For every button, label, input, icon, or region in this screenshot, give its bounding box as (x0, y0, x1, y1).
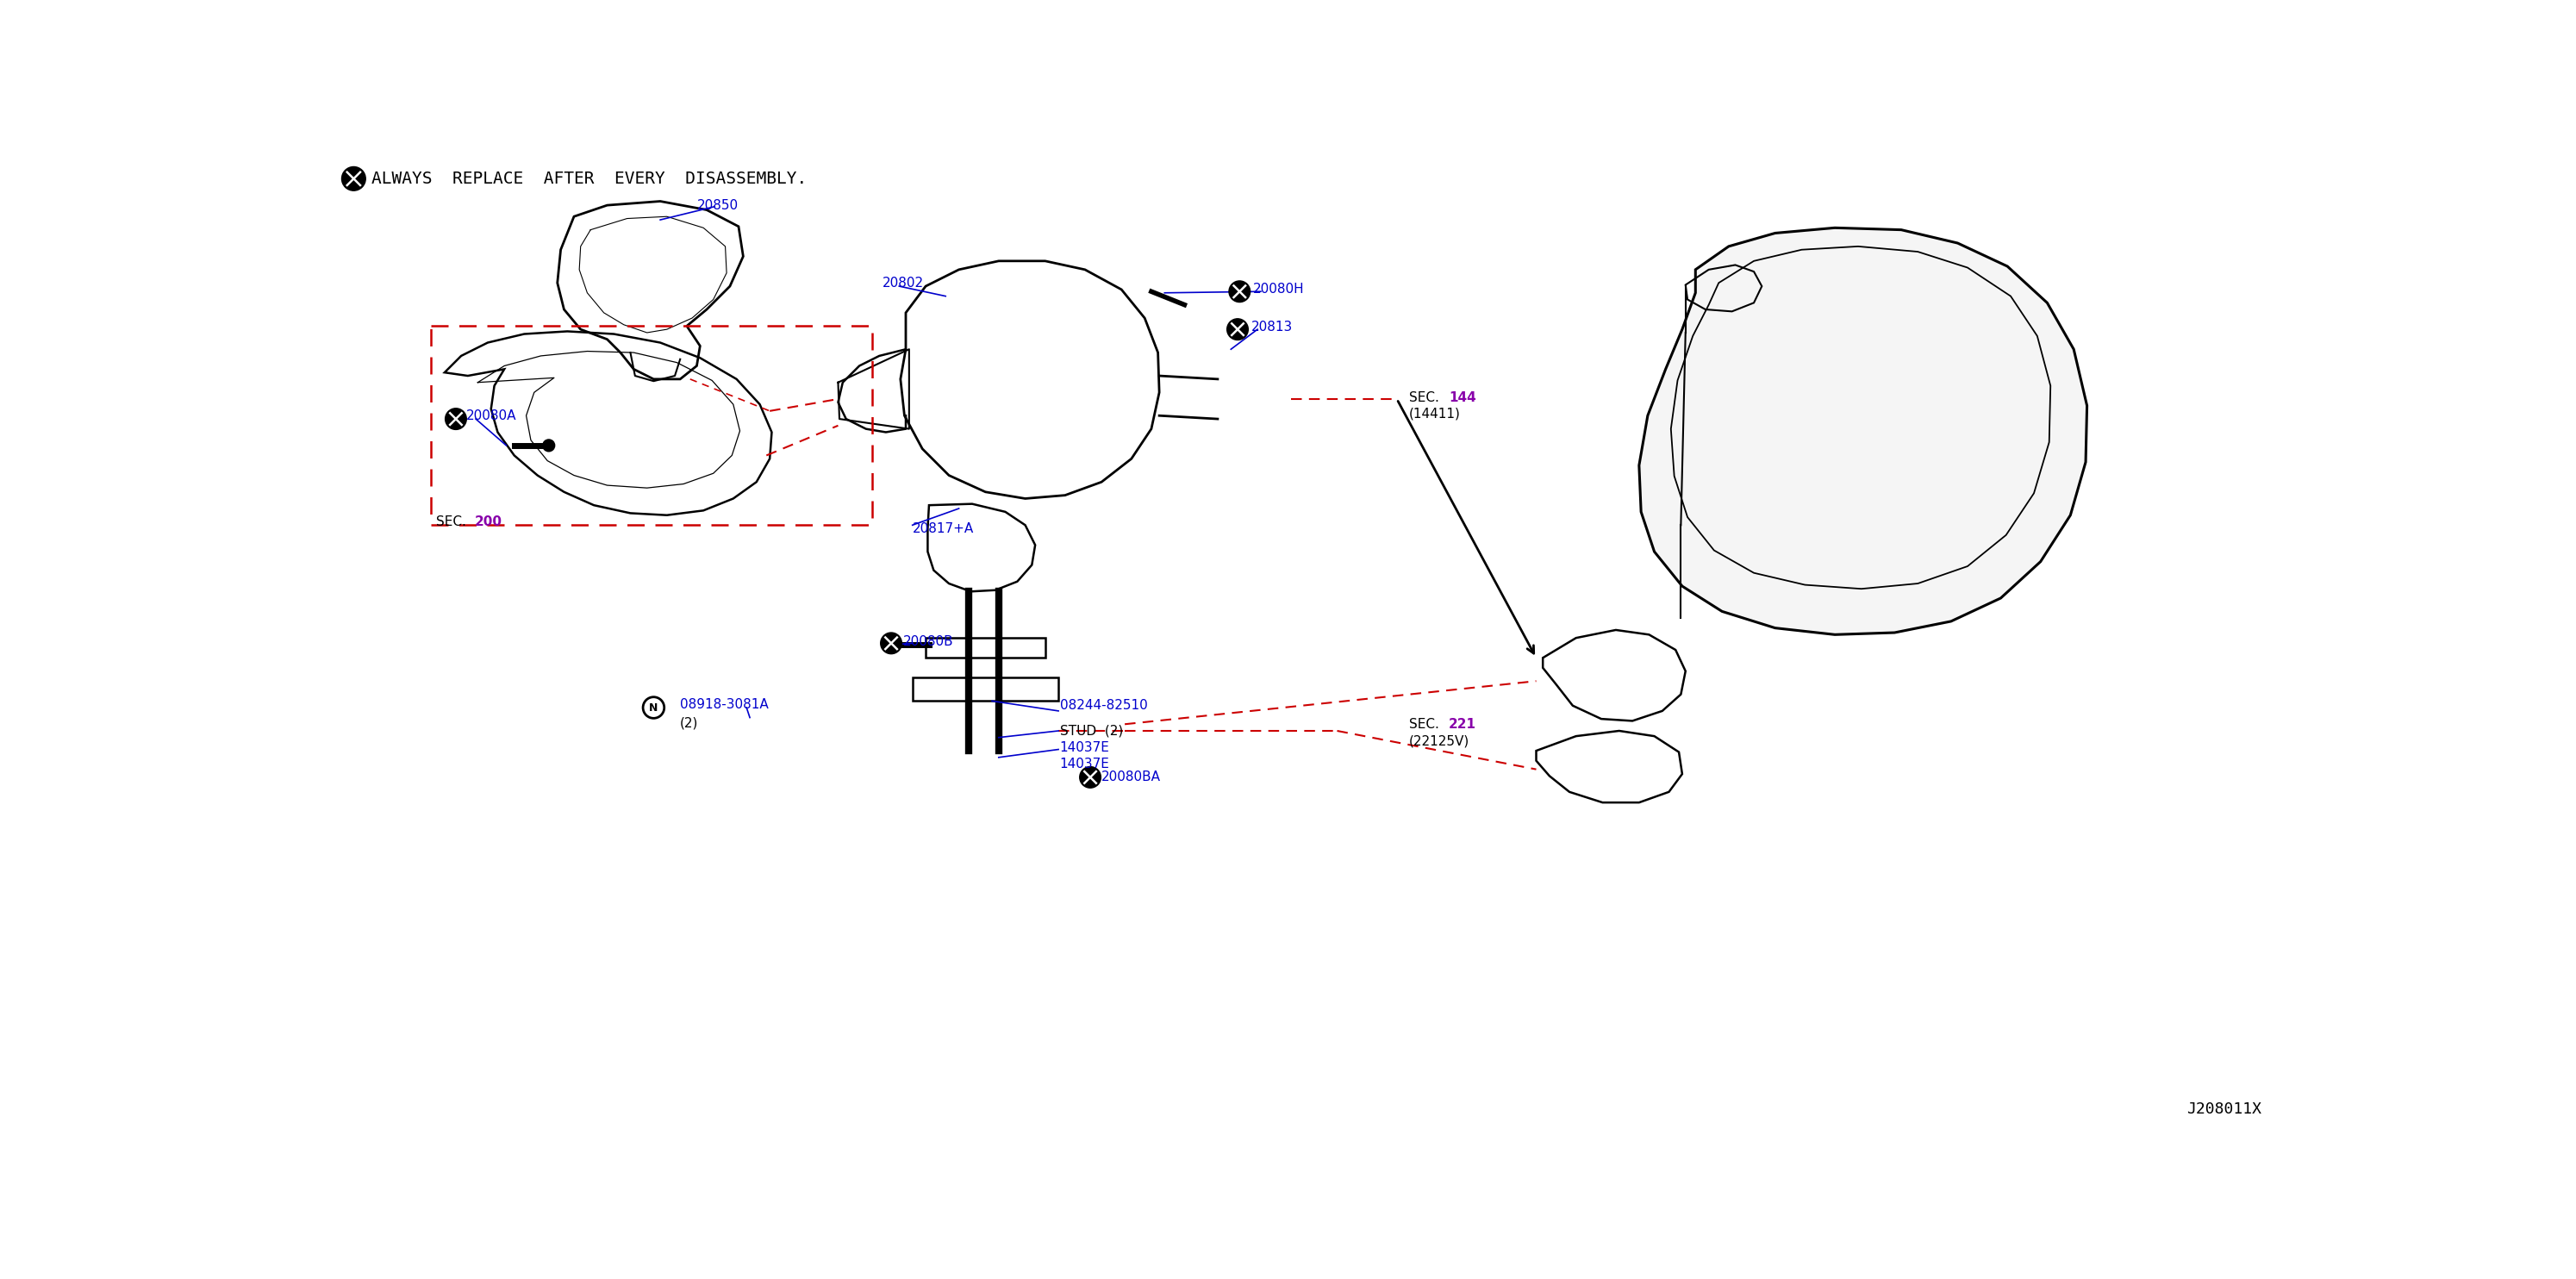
Text: (14411): (14411) (1409, 407, 1461, 420)
Text: SEC.: SEC. (1409, 718, 1440, 730)
Circle shape (881, 633, 902, 654)
Text: 20080B: 20080B (904, 634, 953, 647)
Circle shape (343, 166, 366, 191)
Text: 20080BA: 20080BA (1103, 771, 1162, 784)
Text: SEC.: SEC. (435, 515, 466, 528)
Text: 200: 200 (474, 515, 502, 528)
Text: 14037E: 14037E (1059, 742, 1110, 755)
Text: (2): (2) (680, 716, 698, 729)
Text: ALWAYS  REPLACE  AFTER  EVERY  DISASSEMBLY.: ALWAYS REPLACE AFTER EVERY DISASSEMBLY. (371, 170, 806, 187)
Text: (22125V): (22125V) (1409, 734, 1468, 747)
Text: J208011X: J208011X (2187, 1101, 2262, 1117)
Circle shape (446, 408, 466, 430)
Text: 20813: 20813 (1252, 321, 1293, 334)
Circle shape (1229, 281, 1249, 302)
Text: 20080H: 20080H (1252, 283, 1303, 295)
Text: 20080A: 20080A (466, 409, 518, 422)
Text: 14037E: 14037E (1059, 757, 1110, 770)
Text: 144: 144 (1448, 391, 1476, 404)
Text: 221: 221 (1448, 718, 1476, 730)
Text: N: N (649, 702, 657, 714)
Text: SEC.: SEC. (1409, 391, 1440, 404)
Text: STUD  (2): STUD (2) (1059, 724, 1123, 737)
Circle shape (1226, 318, 1249, 340)
Text: 20817+A: 20817+A (912, 522, 974, 535)
Text: 20850: 20850 (696, 198, 739, 212)
Text: 08918-3081A: 08918-3081A (680, 698, 768, 711)
Text: 08244-82510: 08244-82510 (1059, 700, 1146, 712)
Circle shape (1079, 766, 1100, 788)
Circle shape (544, 440, 554, 451)
Text: 20802: 20802 (884, 276, 925, 289)
Polygon shape (1638, 228, 2087, 634)
